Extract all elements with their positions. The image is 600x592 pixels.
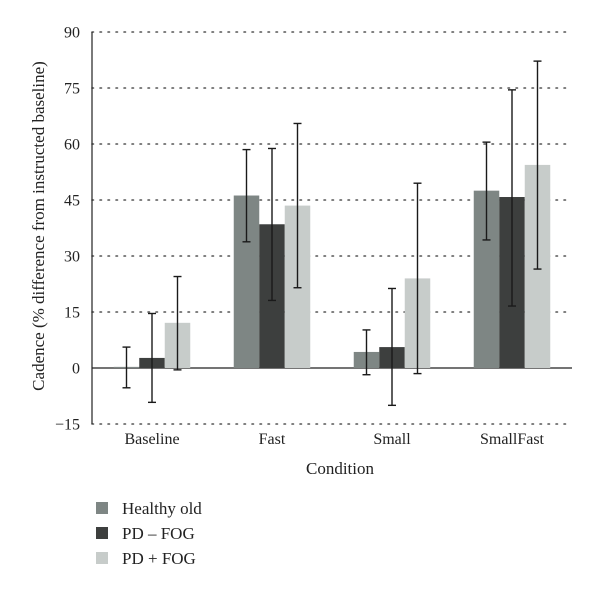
gridlines bbox=[91, 31, 573, 425]
y-tick-label: 90 bbox=[64, 25, 80, 42]
bars bbox=[113, 164, 551, 368]
x-tick-label: Baseline bbox=[124, 431, 179, 448]
x-tick-label: Fast bbox=[259, 431, 286, 448]
legend-label: Healthy old bbox=[122, 499, 202, 518]
x-tick-labels: Baseline Fast Small SmallFast bbox=[124, 431, 544, 448]
legend-label: PD + FOG bbox=[122, 549, 196, 568]
y-axis-title: Cadence (% difference from instructed ba… bbox=[29, 61, 48, 391]
legend-swatch bbox=[96, 552, 108, 564]
y-tick-label: 60 bbox=[64, 137, 80, 154]
legend-label: PD – FOG bbox=[122, 524, 195, 543]
y-tick-label: 0 bbox=[72, 361, 80, 378]
legend: Healthy old PD – FOG PD + FOG bbox=[96, 499, 202, 568]
error-bars bbox=[122, 60, 542, 407]
x-axis-title: Condition bbox=[306, 459, 375, 478]
y-tick-label: 75 bbox=[64, 81, 80, 98]
x-tick-label: SmallFast bbox=[480, 431, 545, 448]
y-tick-labels: −15 0 15 30 45 60 75 90 bbox=[55, 25, 80, 434]
y-tick-label: 15 bbox=[64, 305, 80, 322]
y-tick-label: 45 bbox=[64, 193, 80, 210]
y-tick-label: 30 bbox=[64, 249, 80, 266]
legend-swatch bbox=[96, 527, 108, 539]
y-tick-label: −15 bbox=[55, 417, 80, 434]
legend-swatch bbox=[96, 502, 108, 514]
x-tick-label: Small bbox=[373, 431, 411, 448]
